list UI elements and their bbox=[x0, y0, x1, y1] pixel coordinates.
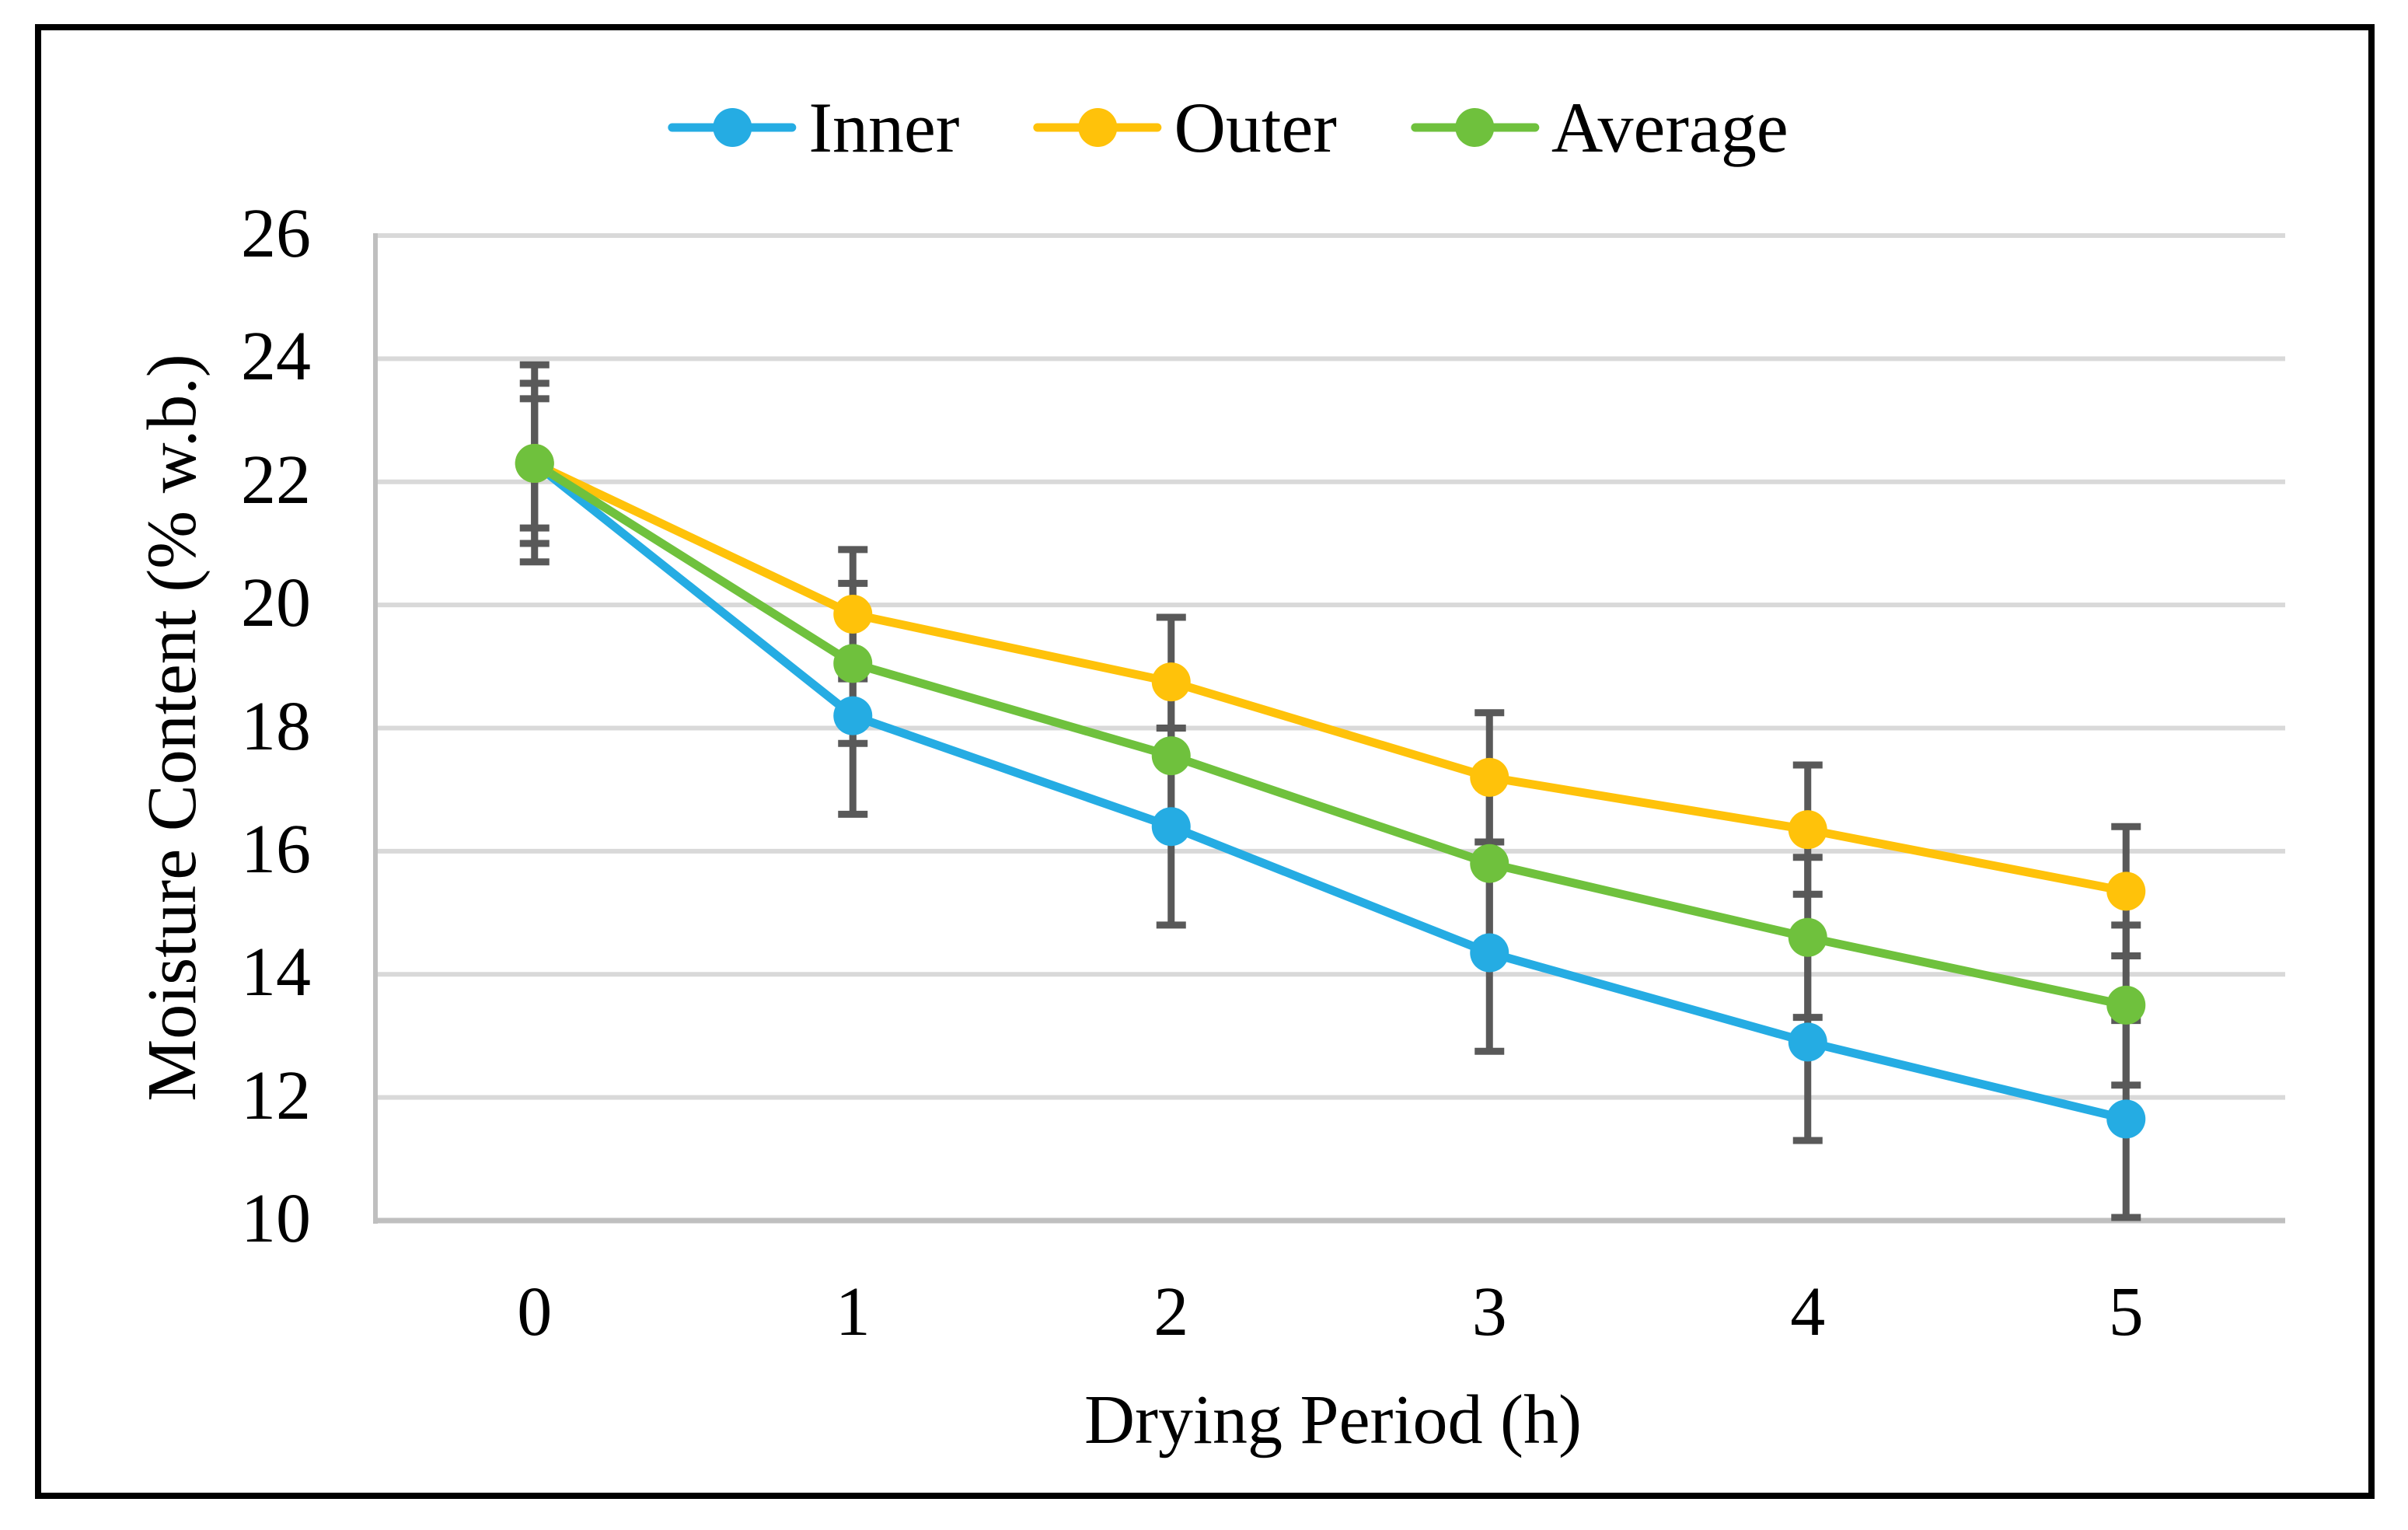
legend-item-outer: Outer bbox=[1033, 88, 1337, 167]
y-tick-label-26: 26 bbox=[241, 195, 311, 272]
legend-dot bbox=[1455, 108, 1495, 147]
legend: Inner Outer Average bbox=[668, 88, 1789, 167]
gridlines bbox=[375, 233, 2285, 1100]
y-tick-label-12: 12 bbox=[241, 1057, 311, 1134]
legend-marker-icon bbox=[668, 107, 797, 148]
y-tick-label-14: 14 bbox=[241, 934, 311, 1011]
data-point-outer-3 bbox=[1470, 757, 1509, 797]
y-tick-label-10: 10 bbox=[241, 1180, 311, 1257]
data-point-inner-1 bbox=[833, 696, 873, 735]
data-point-outer-5 bbox=[2106, 872, 2146, 911]
legend-dot bbox=[712, 108, 752, 147]
x-tick-label-2: 2 bbox=[1153, 1273, 1189, 1350]
data-point-average-1 bbox=[833, 644, 873, 683]
y-tick-label-22: 22 bbox=[241, 441, 311, 519]
legend-marker-icon bbox=[1410, 107, 1539, 148]
legend-label-outer: Outer bbox=[1174, 88, 1337, 167]
series-line-average bbox=[530, 459, 2131, 1010]
legend-dot bbox=[1077, 108, 1117, 147]
data-point-average-5 bbox=[2106, 985, 2146, 1025]
data-point-inner-5 bbox=[2106, 1099, 2146, 1139]
y-tick-label-16: 16 bbox=[241, 810, 311, 888]
y-tick-label-20: 20 bbox=[241, 564, 311, 642]
series-line-outer bbox=[530, 459, 2131, 896]
data-point-average-4 bbox=[1788, 917, 1827, 957]
legend-item-average: Average bbox=[1410, 88, 1789, 167]
x-axis-title: Drying Period (h) bbox=[1084, 1382, 1582, 1458]
data-point-average-2 bbox=[1151, 736, 1191, 776]
x-tick-label-5: 5 bbox=[2108, 1273, 2144, 1350]
x-tick-label-1: 1 bbox=[835, 1273, 871, 1350]
y-tick-label-24: 24 bbox=[241, 318, 311, 396]
data-point-outer-4 bbox=[1788, 810, 1827, 850]
y-tick-label-18: 18 bbox=[241, 687, 311, 765]
data-point-inner-2 bbox=[1151, 807, 1191, 847]
x-tick-label-0: 0 bbox=[517, 1273, 553, 1350]
axis-lines bbox=[373, 233, 2285, 1224]
data-point-inner-3 bbox=[1470, 933, 1509, 973]
legend-label-inner: Inner bbox=[808, 88, 960, 167]
data-point-inner-4 bbox=[1788, 1022, 1827, 1062]
data-point-average-0 bbox=[515, 443, 554, 483]
data-point-outer-1 bbox=[833, 595, 873, 634]
series-markers-average bbox=[515, 443, 2146, 1025]
x-tick-label-4: 4 bbox=[1790, 1273, 1826, 1350]
legend-label-average: Average bbox=[1551, 88, 1789, 167]
series-line-inner bbox=[530, 459, 2131, 1123]
data-point-outer-2 bbox=[1151, 662, 1191, 702]
legend-marker-icon bbox=[1033, 107, 1162, 148]
x-tick-label-3: 3 bbox=[1471, 1273, 1507, 1350]
figure-border bbox=[35, 24, 2375, 1499]
legend-item-inner: Inner bbox=[668, 92, 959, 163]
data-point-average-3 bbox=[1470, 844, 1509, 883]
